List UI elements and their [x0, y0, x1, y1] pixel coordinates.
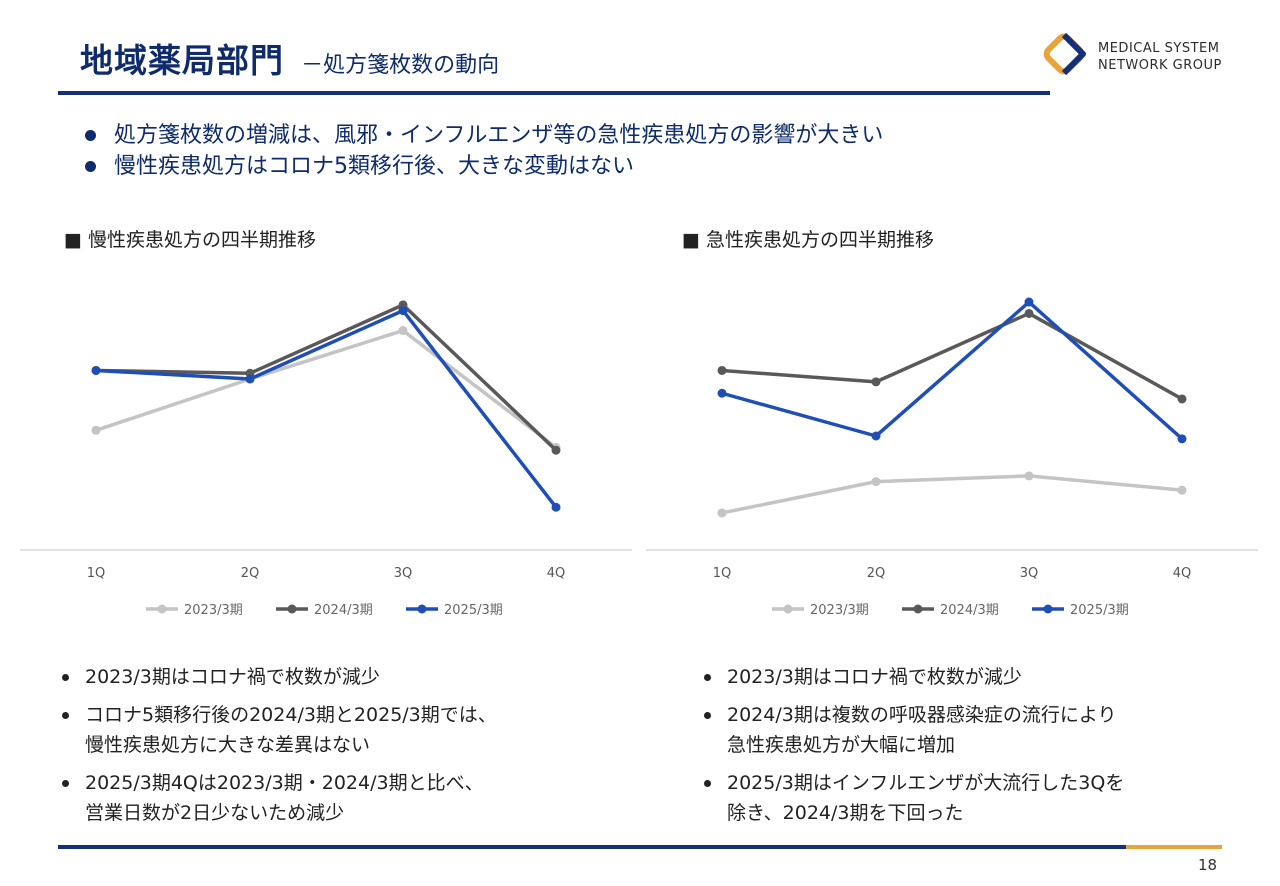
note-text: 2025/3期はインフルエンザが大流行した3Qを 除き、2024/3期を下回った — [727, 768, 1124, 828]
data-point — [398, 326, 408, 336]
bullet-icon — [85, 130, 96, 141]
note-item: 2025/3期4Qは2023/3期・2024/3期と比べ、 営業日数が2日少ないた… — [62, 768, 652, 828]
legend-marker — [913, 604, 923, 614]
note-item: コロナ5類移行後の2024/3期と2025/3期では、 慢性疾患処方に大きな差異は… — [62, 700, 652, 760]
note-line: 営業日数が2日少ないため減少 — [85, 802, 345, 824]
chart-title-chronic: ■ 慢性疾患処方の四半期推移 — [64, 229, 316, 251]
notes-left: 2023/3期はコロナ禍で枚数が減少コロナ5類移行後の2024/3期と2025/… — [62, 662, 652, 836]
data-point — [551, 445, 561, 455]
data-point — [871, 477, 881, 487]
data-point — [1177, 485, 1187, 495]
series-line — [95, 308, 558, 509]
note-item: 2024/3期は複数の呼吸器感染症の流行により 急性疾患処方が大幅に増加 — [704, 700, 1244, 760]
legend-marker — [1043, 604, 1053, 614]
note-line: 除き、2024/3期を下回った — [727, 802, 964, 824]
chronic-line-chart: 1Q 2Q 3Q 4Q 2023/3期 2024/3期 2025/3期 — [20, 300, 632, 618]
data-point — [871, 377, 881, 387]
page-title-block: 地域薬局部門 －処方箋枚数の動向 — [80, 34, 499, 82]
legend-label: 2024/3期 — [314, 603, 373, 618]
legend-marker — [783, 604, 793, 614]
title-underline — [58, 91, 1050, 95]
footer-accent — [1126, 845, 1222, 849]
summary-text: 慢性疾患処方はコロナ5類移行後、大きな変動はない — [114, 154, 634, 179]
data-point — [245, 374, 255, 384]
x-tick-label: 2Q — [241, 566, 260, 581]
legend-label: 2023/3期 — [184, 603, 243, 618]
x-tick-label: 1Q — [713, 566, 732, 581]
data-point — [1024, 471, 1034, 481]
bullet-icon — [85, 161, 96, 172]
legend-marker — [157, 604, 167, 614]
note-line: 2025/3期4Qは2023/3期・2024/3期と比べ、 — [85, 772, 484, 794]
note-line: 急性疾患処方が大幅に増加 — [727, 734, 956, 756]
page-number: 18 — [1198, 856, 1218, 874]
legend-marker — [417, 604, 427, 614]
summary-text: 処方箋枚数の増減は、風邪・インフルエンザ等の急性疾患処方の影響が大きい — [114, 123, 884, 148]
note-text: コロナ5類移行後の2024/3期と2025/3期では、 慢性疾患処方に大きな差異は… — [85, 700, 497, 760]
note-line: 2023/3期はコロナ禍で枚数が減少 — [85, 666, 380, 688]
chart-title-acute: ■ 急性疾患処方の四半期推移 — [682, 229, 934, 251]
bullet-icon — [704, 712, 711, 719]
notes-right: 2023/3期はコロナ禍で枚数が減少 2024/3期は複数の呼吸器感染症の流行によ… — [704, 662, 1244, 836]
page-subtitle: －処方箋枚数の動向 — [301, 53, 500, 78]
x-tick-label: 3Q — [394, 566, 413, 581]
note-text: 2024/3期は複数の呼吸器感染症の流行により 急性疾患処方が大幅に増加 — [727, 700, 1116, 760]
note-item: 2023/3期はコロナ禍で枚数が減少 — [62, 662, 652, 692]
data-point — [551, 502, 561, 512]
note-text: 2023/3期はコロナ禍で枚数が減少 — [727, 662, 1022, 692]
company-logo: MEDICAL SYSTEM NETWORK GROUP — [1040, 30, 1240, 82]
data-point — [91, 365, 101, 375]
bullet-icon — [62, 712, 69, 719]
logo-text-line1: MEDICAL SYSTEM — [1098, 41, 1220, 56]
summary-item: 処方箋枚数の増減は、風邪・インフルエンザ等の急性疾患処方の影響が大きい — [85, 120, 883, 151]
page-title: 地域薬局部門 — [80, 41, 284, 80]
logo-mark-icon — [1043, 32, 1086, 76]
data-point — [717, 508, 727, 518]
series-line — [95, 303, 558, 452]
note-item: 2025/3期はインフルエンザが大流行した3Qを 除き、2024/3期を下回った — [704, 768, 1244, 828]
note-line: 2024/3期は複数の呼吸器感染症の流行により — [727, 704, 1117, 726]
bullet-icon — [62, 674, 69, 681]
legend-label: 2024/3期 — [940, 603, 999, 618]
x-tick-label: 1Q — [87, 566, 106, 581]
note-line: 2025/3期はインフルエンザが大流行した3Qを — [727, 772, 1125, 794]
summary-item: 慢性疾患処方はコロナ5類移行後、大きな変動はない — [85, 151, 883, 182]
x-tick-label: 3Q — [1020, 566, 1039, 581]
data-point — [1177, 394, 1187, 404]
legend-label: 2025/3期 — [444, 603, 503, 618]
note-item: 2023/3期はコロナ禍で枚数が減少 — [704, 662, 1244, 692]
legend-label: 2025/3期 — [1070, 603, 1129, 618]
note-text: 2023/3期はコロナ禍で枚数が減少 — [85, 662, 380, 692]
series-line — [95, 328, 558, 449]
logo-text-line2: NETWORK GROUP — [1098, 58, 1222, 73]
data-point — [717, 365, 727, 375]
series-line — [721, 474, 1183, 515]
acute-line-chart: 1Q 2Q 3Q 4Q 2023/3期 2024/3期 2025/3期 — [646, 297, 1258, 618]
note-line: 2023/3期はコロナ禍で枚数が減少 — [727, 666, 1022, 688]
x-tick-label: 2Q — [867, 566, 886, 581]
data-point — [398, 306, 408, 316]
data-point — [1177, 434, 1187, 444]
bullet-icon — [704, 674, 711, 681]
bullet-icon — [704, 780, 711, 787]
bullet-icon — [62, 780, 69, 787]
note-line: コロナ5類移行後の2024/3期と2025/3期では、 — [85, 704, 497, 726]
series-line — [721, 311, 1183, 401]
data-point — [1024, 297, 1034, 307]
data-point — [871, 431, 881, 441]
data-point — [1024, 308, 1034, 318]
x-tick-label: 4Q — [1173, 566, 1192, 581]
data-point — [91, 425, 101, 435]
legend-marker — [287, 604, 297, 614]
note-text: 2025/3期4Qは2023/3期・2024/3期と比べ、 営業日数が2日少ないた… — [85, 768, 484, 828]
legend-label: 2023/3期 — [810, 603, 869, 618]
summary-list: 処方箋枚数の増減は、風邪・インフルエンザ等の急性疾患処方の影響が大きい 慢性疾患… — [85, 120, 883, 182]
x-tick-label: 4Q — [547, 566, 566, 581]
series-line — [721, 300, 1184, 441]
note-line: 慢性疾患処方に大きな差異はない — [85, 734, 371, 756]
footer-rule — [58, 845, 1126, 849]
data-point — [717, 388, 727, 398]
